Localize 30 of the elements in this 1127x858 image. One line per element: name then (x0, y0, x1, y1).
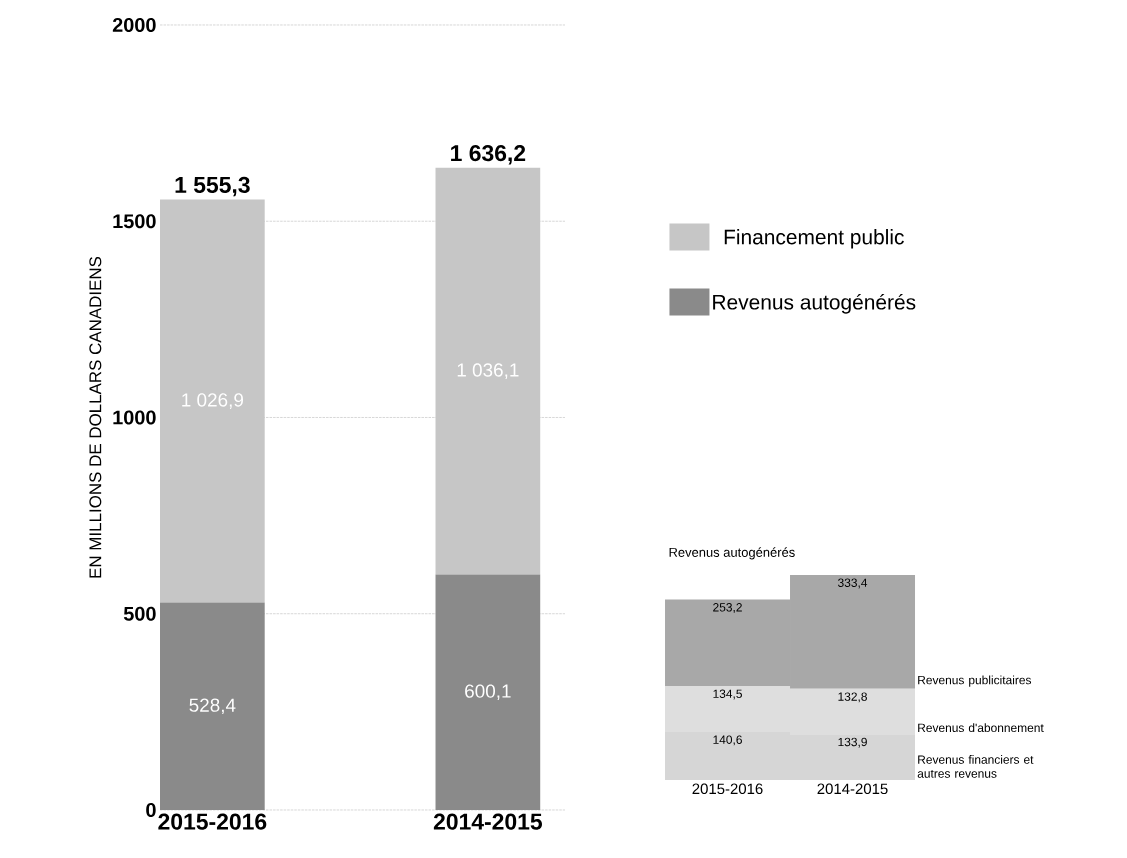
y-tick-label: 1000 (113, 410, 156, 425)
data-label: 1 036,1 (457, 363, 519, 379)
data-label: 140,6 (713, 735, 742, 746)
data-label: 132,8 (838, 692, 867, 703)
total-label: 1 555,3 (175, 176, 250, 197)
series-label: Revenus financiers et autres revenus (917, 755, 1034, 778)
series-label: Revenus d'abonnement (918, 723, 1044, 733)
y-axis-title: EN MILLIONS DE DOLLARS CANADIENS (89, 256, 102, 578)
x-tick-label: 2015-2016 (692, 783, 763, 795)
y-tick-label: 0 (146, 802, 156, 818)
bar (435, 167, 541, 575)
x-tick-label: 2015-2016 (158, 813, 267, 830)
data-label: 528,4 (189, 698, 236, 715)
x-tick-label: 2014-2015 (817, 783, 888, 795)
y-tick-label: 2000 (112, 17, 156, 33)
bar (160, 199, 265, 603)
chart-title: Revenus autogénérés (669, 547, 795, 560)
data-label: 1 026,9 (182, 393, 244, 409)
data-label: 600,1 (465, 684, 511, 701)
total-label: 1 636,2 (451, 145, 526, 165)
data-label: 134,5 (713, 689, 742, 700)
series-label: Revenus publicitaires (918, 675, 1032, 687)
data-label: 333,4 (838, 578, 868, 589)
data-label: 133,9 (838, 737, 867, 748)
data-label: 253,2 (713, 603, 742, 613)
x-tick-label: 2014-2015 (433, 813, 542, 830)
y-tick-label: 500 (123, 606, 156, 621)
legend-label: Financement public (724, 229, 904, 249)
y-tick-label: 1500 (113, 214, 156, 229)
legend-label: Revenus autogénérés (713, 293, 916, 314)
